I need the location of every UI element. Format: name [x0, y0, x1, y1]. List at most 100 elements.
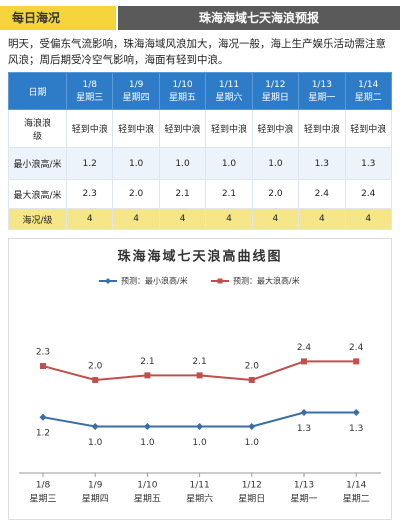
data-cell: 1.0 [158, 147, 207, 180]
x-tick-sublabel: 星期六 [186, 493, 213, 505]
data-cell-text: 4 [272, 214, 279, 224]
x-tick-label: 1/13 [294, 481, 314, 491]
data-label: 2.4 [349, 343, 364, 353]
chart: 珠海海域七天浪高曲线图 1/8 星期三 1/9 星期四 1/10 星期五 1/11 星期六 1/… [8, 238, 392, 520]
point [248, 377, 255, 383]
data-cell: 轻到中浪 [344, 109, 393, 148]
data-cell-text: 2.4 [314, 189, 329, 199]
point [248, 423, 256, 430]
data-cell: 2.3 [65, 179, 114, 209]
date-cell-text: 星期六 [215, 92, 243, 103]
data-cell: 4 [298, 208, 346, 230]
row-label-text: 海况/级 [22, 215, 53, 226]
date-cell-text: 星期三 [76, 92, 104, 103]
data-cell: 轻到中浪 [65, 109, 114, 148]
point [92, 377, 99, 383]
legend-marker [105, 278, 111, 284]
data-cell: 轻到中浪 [251, 109, 300, 148]
data-cell: 1.3 [344, 147, 393, 180]
data-label: 2.1 [192, 357, 206, 367]
data-cell-text: 1.0 [128, 158, 144, 169]
data-label: 1.0 [192, 438, 207, 448]
date-cell: 1/9 星期四 [112, 72, 160, 110]
point [352, 409, 360, 417]
header-title: 珠海海域七天海浪预报 [118, 6, 400, 30]
data-cell: 1.3 [298, 147, 346, 180]
data-cell-text: 2.3 [82, 189, 97, 199]
x-tick-sublabel: 星期一 [290, 494, 317, 505]
row-label-text: 海浪浪级 [23, 118, 51, 142]
date-cell: 1/14 星期二 [344, 72, 393, 110]
x-tick-label: 1/10 [137, 481, 157, 491]
data-label: 2.3 [36, 348, 50, 358]
legend-label: 预测：最小浪高/米 [121, 276, 188, 286]
date-cell: 1/13 星期一 [298, 72, 346, 110]
data-label: 2.4 [297, 343, 312, 353]
x-tick-sublabel: 星期日 [238, 494, 265, 505]
data-cell-text: 4 [133, 214, 139, 224]
data-cell: 1.0 [251, 147, 300, 180]
data-cell-text: 4 [318, 214, 325, 224]
data-cell: 4 [112, 208, 160, 230]
date-cell-text: 1/13 [311, 79, 332, 90]
data-cell: 4 [251, 208, 300, 230]
data-cell: 轻到中浪 [112, 109, 160, 148]
point [300, 409, 308, 417]
corner-cell: 日期 [8, 72, 67, 110]
x-tick-sublabel: 星期五 [134, 494, 161, 505]
data-cell: 2.0 [112, 179, 160, 209]
date-cell-text: 1/12 [265, 79, 286, 90]
x-tick-label: 1/9 [88, 481, 103, 491]
data-cell-text: 4 [365, 214, 372, 224]
point [144, 372, 151, 379]
table-row: 最大浪高/米 2.3 2.0 2.1 2.1 2.0 2.4 2.4 [8, 179, 393, 209]
table-row: 海况/级 4 4 4 4 4 4 4 [8, 208, 393, 230]
x-tick-sublabel: 星期四 [82, 494, 109, 505]
row-label: 最大浪高/米 [8, 179, 67, 209]
table-row: 海浪浪级 轻到中浪 轻到中浪 轻到中浪 轻到中浪 轻到中浪 轻到中浪 轻到中浪 [8, 109, 393, 148]
x-tick-sublabel: 星期三 [29, 494, 56, 505]
x-tick-label: 1/14 [346, 481, 366, 491]
point [143, 423, 151, 430]
data-cell-text: 2.4 [361, 189, 376, 199]
data-cell-text: 轻到中浪 [71, 125, 108, 135]
data-cell: 2.4 [344, 179, 393, 209]
row-label-text: 最大浪高/米 [13, 190, 62, 201]
date-cell-text: 1/11 [218, 79, 240, 90]
date-cell-text: 星期一 [308, 92, 336, 103]
data-label: 1.0 [140, 438, 155, 448]
date-cell-text: 1/14 [358, 79, 379, 90]
date-cell: 1/12 星期日 [251, 72, 300, 110]
data-label: 2.1 [140, 357, 154, 367]
date-cell-text: 1/8 [82, 79, 97, 90]
data-cell: 轻到中浪 [158, 109, 207, 148]
point [353, 358, 360, 365]
data-label: 2.0 [88, 362, 103, 372]
point [196, 372, 203, 379]
data-cell: 1.2 [65, 147, 114, 180]
data-cell: 2.1 [158, 179, 207, 209]
data-cell-text: 1.3 [361, 158, 376, 169]
legend-label: 预测：最大浪高/米 [233, 276, 300, 286]
chart-title: 珠海海域七天浪高曲线图 [117, 249, 282, 265]
data-cell-text: 1.0 [221, 158, 237, 169]
date-cell: 1/11 星期六 [205, 72, 253, 110]
header-row: 日期 1/8 星期三 1/9 星期四 1/10 星期五 1/11 星期六 1/12 星期日 1/13 星… [8, 72, 393, 110]
data-cell: 2.4 [298, 179, 346, 209]
data-cell-text: 2.1 [175, 189, 190, 199]
x-tick-label: 1/8 [36, 481, 51, 491]
data-cell-text: 轻到中浪 [164, 125, 201, 135]
data-cell: 2.1 [205, 179, 253, 209]
data-label: 1.2 [36, 429, 50, 439]
x-tick-sublabel: 星期二 [343, 494, 370, 505]
row-label: 最小浪高/米 [8, 147, 67, 180]
point [91, 423, 99, 430]
data-cell: 轻到中浪 [205, 109, 253, 148]
data-cell: 轻到中浪 [298, 109, 346, 148]
data-cell-text: 1.2 [82, 158, 97, 169]
legend-marker [217, 278, 223, 284]
row-label-text: 最小浪高/米 [13, 160, 62, 170]
date-cell: 1/8 星期三 [65, 72, 114, 110]
data-cell: 4 [344, 208, 393, 230]
